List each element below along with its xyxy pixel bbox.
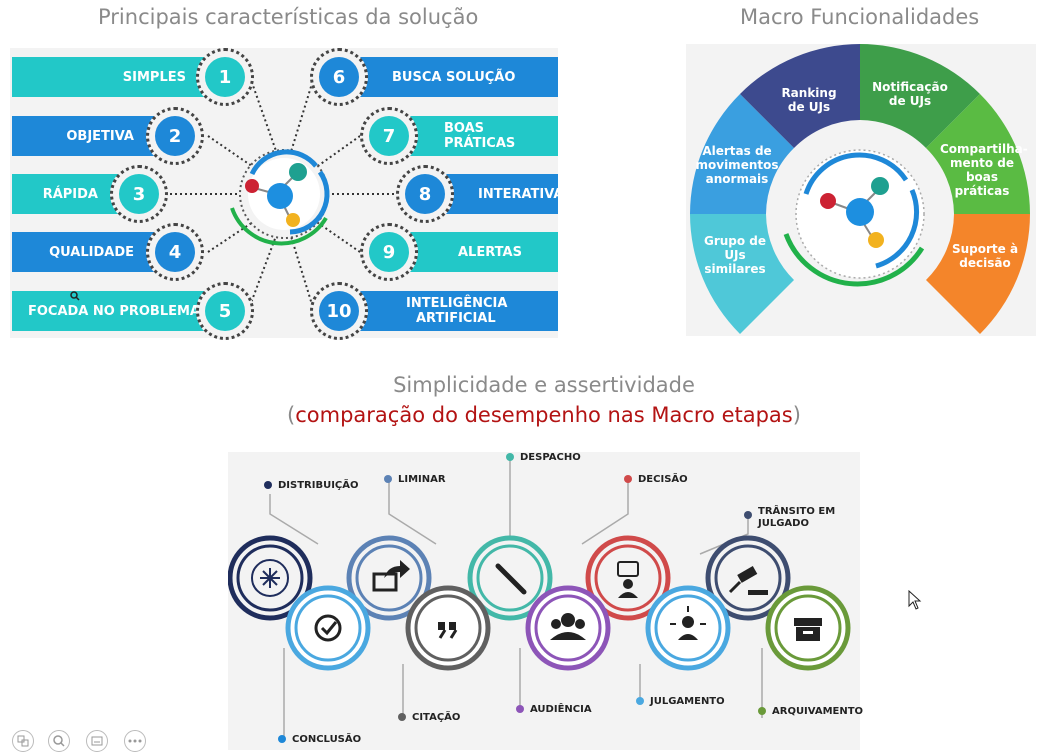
title-simplicidade-main: Simplicidade e assertividade [393,373,695,397]
hub-blue-dot [267,183,293,209]
title-caracteristicas: Principais características da solução [98,5,479,29]
stage-conclusao: CONCLUSÃO [278,734,361,746]
stage-arquivamento: ARQUIVAMENTO [758,706,863,718]
stage-audiencia: AUDIÊNCIA [516,704,592,716]
segment-grupo [690,214,794,334]
feature-label-inteligencia-2: ARTIFICIAL [416,311,496,326]
feature-label-busca-solucao: BUSCA SOLUÇÃO [392,69,516,85]
slides-view-button[interactable] [12,730,34,752]
feature-number-10: 10 [310,282,368,340]
check-icon [314,614,342,642]
voting-person-icon [617,561,639,598]
feature-number-6: 6 [310,48,368,106]
subtitles-button[interactable] [86,730,108,752]
macro-segments [690,44,1030,334]
macro-label-compartilhamento: Compartilha-mento de boas práticas [940,142,1028,198]
feature-number-9: 9 [360,223,418,281]
title-simplicidade-sub: (comparação do desempenho nas Macro etap… [0,400,1043,430]
macro-label-grupo: Grupo de UJs similares [703,234,767,276]
judge-icon [670,606,706,640]
stage-transito: TRÂNSITO EM JULGADO [744,506,835,530]
macro-label-notificacao: Notificação de UJs [872,80,948,108]
connector-lines [170,76,394,312]
stage-distribuicao: DISTRIBUIÇÃO [264,480,359,492]
title-macro-funcionalidades: Macro Funcionalidades [740,5,980,29]
stage-citacao: CITAÇÃO [398,712,460,724]
more-icon [128,739,142,743]
feature-label-alertas: ALERTAS [458,244,522,260]
zoom-button[interactable] [48,730,70,752]
macro-functions-diagram: Ranking de UJs Notificação de UJs Alerta… [686,44,1036,336]
gavel-icon [728,566,768,595]
features-diagram: SIMPLES OBJETIVA RÁPIDA QUALIDADE FOCADA… [10,48,563,340]
audience-icon [550,613,586,640]
hub-red-dot [245,179,259,193]
mouse-cursor-icon [908,590,922,610]
macro-label-ranking: Ranking de UJs [781,86,837,114]
arrow-forward-icon [372,560,410,592]
slides-icon [17,735,29,747]
archive-icon [794,618,822,641]
feature-number-5: 5 [196,282,254,340]
title-simplicidade: Simplicidade e assertividade (comparação… [0,370,1043,430]
more-options-button[interactable] [124,730,146,752]
quote-icon [438,622,458,639]
segment-suporte [926,214,1030,334]
feature-label-inteligencia-1: INTELIGÊNCIA [406,296,508,311]
hub-yellow-dot [286,213,300,227]
share-icon [251,559,289,597]
feature-label-rapida: RÁPIDA [42,186,98,202]
macro-label-suporte: Suporte à decisão [951,242,1019,270]
hub-teal-dot [289,163,307,181]
subtitles-icon [91,736,103,746]
subtitle-comparacao: comparação do desempenho nas Macro etapa… [295,403,793,427]
zoom-icon [53,735,65,747]
feature-label-interativa: INTERATIVA [478,186,564,202]
segment-compartilhamento [926,94,1030,214]
quill-icon [495,563,527,595]
paren-close: ) [792,403,801,427]
feature-label-boas-praticas: BOAS PRÁTICAS [444,121,516,151]
stages-diagram: DISTRIBUIÇÃO LIMINAR DESPACHO DECISÃO TR… [228,452,863,750]
stages-graphic [228,458,851,740]
segment-alertas [690,94,794,214]
stage-julgamento: JULGAMENTO [636,696,725,708]
feature-label-simples: SIMPLES [122,69,186,85]
feature-label-objetiva: OBJETIVA [66,128,134,144]
feature-label-focada: FOCADA NO PROBLEMA [27,303,200,319]
feature-number-8: 8 [396,165,454,223]
macro-label-alertas: Alertas de movimentos anormais [695,144,779,186]
paren-open: ( [287,403,296,427]
feature-number-1: 1 [196,48,254,106]
feature-number-2: 2 [146,107,204,165]
magnifier-icon [70,291,80,301]
feature-number-4: 4 [146,223,204,281]
stage-despacho: DESPACHO [506,452,581,464]
stage-liminar: LIMINAR [384,474,446,486]
segment-ranking [740,44,860,148]
feature-number-7: 7 [360,107,418,165]
feature-number-3: 3 [110,165,168,223]
segment-notificacao [860,44,980,148]
stage-decisao: DECISÃO [624,474,688,486]
feature-label-qualidade: QUALIDADE [49,244,134,260]
